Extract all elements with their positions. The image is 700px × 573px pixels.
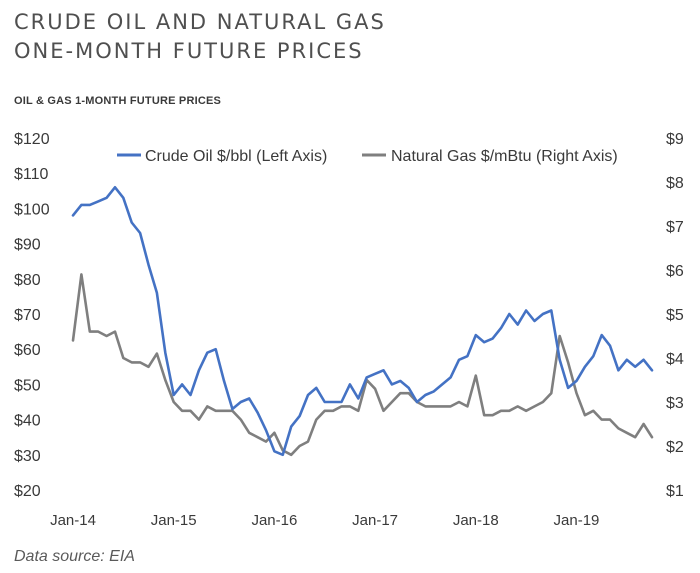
left-axis-tick-label: $80 [14, 272, 41, 289]
left-axis-tick-label: $120 [14, 131, 50, 148]
right-axis-tick-label: $2 [666, 439, 684, 456]
left-axis-tick-label: $30 [14, 448, 41, 465]
x-axis-tick-label: Jan-17 [352, 512, 398, 529]
page-title: CRUDE OIL AND NATURAL GAS ONE-MONTH FUTU… [14, 8, 386, 66]
left-axis-tick-label: $100 [14, 201, 50, 218]
chart-subtitle: OIL & GAS 1-MONTH FUTURE PRICES [14, 95, 222, 107]
title-line-2: ONE-MONTH FUTURE PRICES [14, 39, 364, 63]
data-source-note: Data source: EIA [14, 548, 135, 565]
right-axis-tick-label: $4 [666, 351, 684, 368]
right-axis-tick-label: $1 [666, 483, 684, 500]
left-axis-tick-label: $40 [14, 413, 41, 430]
x-axis-tick-label: Jan-15 [151, 512, 197, 529]
crude-oil-series-line [71, 186, 654, 457]
title-line-1: CRUDE OIL AND NATURAL GAS [14, 10, 386, 34]
x-axis-tick-label: Jan-16 [251, 512, 297, 529]
legend-crude-oil-label: Crude Oil $/bbl (Left Axis) [145, 148, 327, 165]
x-axis-tick-label: Jan-14 [50, 512, 96, 529]
left-axis-tick-label: $20 [14, 483, 41, 500]
right-axis-tick-label: $3 [666, 395, 684, 412]
right-axis-tick-label: $7 [666, 219, 684, 236]
left-axis-tick-label: $90 [14, 237, 41, 254]
natural-gas-series-line [71, 273, 654, 457]
x-axis-tick-label: Jan-19 [554, 512, 600, 529]
left-axis-tick-label: $110 [14, 166, 49, 183]
right-axis-tick-label: $9 [666, 131, 684, 148]
x-axis-tick-label: Jan-18 [453, 512, 499, 529]
right-axis-tick-label: $6 [666, 263, 684, 280]
right-axis-tick-label: $8 [666, 175, 684, 192]
left-axis-tick-label: $70 [14, 307, 41, 324]
right-axis-tick-label: $5 [666, 307, 684, 324]
left-axis-tick-label: $50 [14, 377, 41, 394]
legend-natural-gas-label: Natural Gas $/mBtu (Right Axis) [391, 148, 618, 165]
left-axis-tick-label: $60 [14, 342, 41, 359]
